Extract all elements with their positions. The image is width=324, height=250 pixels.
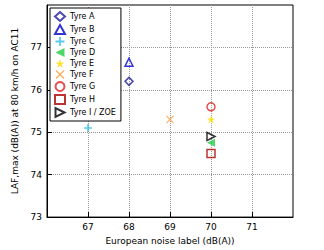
- svg-text:LAF,max (dB(A)) at 80 km/h on: LAF,max (dB(A)) at 80 km/h on AC11: [10, 28, 20, 194]
- svg-text:67: 67: [82, 222, 93, 232]
- svg-text:73: 73: [31, 212, 42, 222]
- svg-text:75: 75: [31, 127, 42, 137]
- svg-text:European noise label (dB(A)): European noise label (dB(A)): [105, 236, 234, 246]
- svg-text:71: 71: [246, 222, 257, 232]
- svg-text:Tyre E: Tyre E: [69, 59, 94, 68]
- svg-text:68: 68: [123, 222, 135, 232]
- svg-text:Tyre I / ZOE: Tyre I / ZOE: [69, 108, 116, 117]
- svg-text:Tyre G: Tyre G: [69, 82, 95, 91]
- svg-text:Tyre F: Tyre F: [69, 70, 94, 79]
- svg-text:70: 70: [205, 222, 217, 232]
- svg-text:69: 69: [164, 222, 176, 232]
- svg-text:77: 77: [31, 42, 42, 52]
- svg-text:Tyre C: Tyre C: [69, 37, 95, 46]
- svg-text:74: 74: [31, 170, 43, 180]
- svg-text:Tyre A: Tyre A: [69, 12, 95, 21]
- svg-text:Tyre H: Tyre H: [69, 95, 95, 104]
- svg-text:Tyre B: Tyre B: [69, 25, 94, 34]
- svg-text:Tyre D: Tyre D: [69, 48, 95, 57]
- svg-text:76: 76: [31, 85, 43, 95]
